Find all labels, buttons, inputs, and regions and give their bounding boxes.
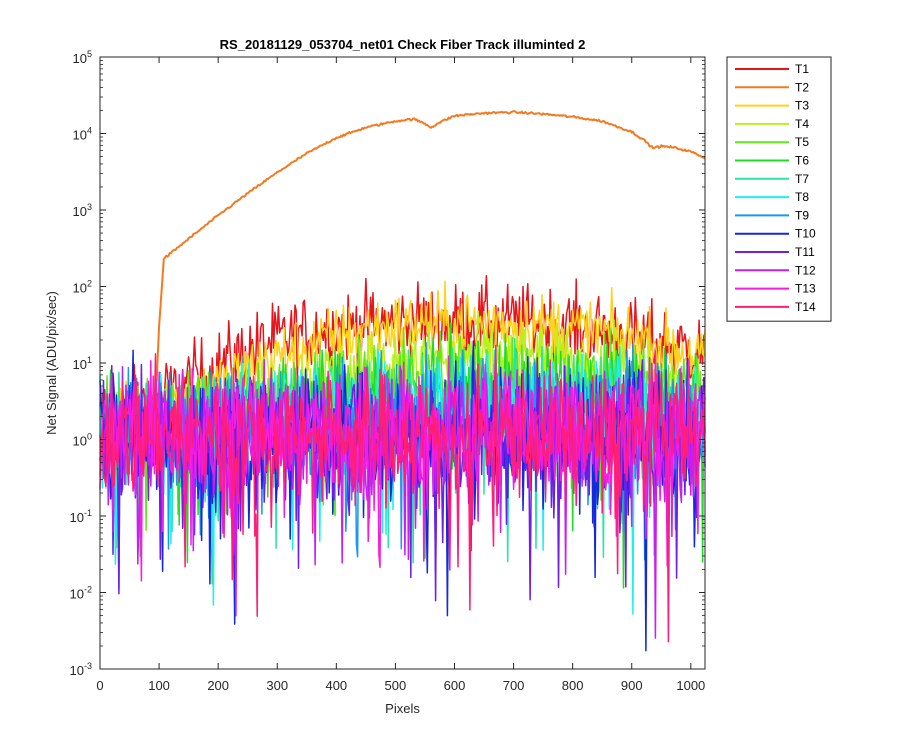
legend-label: T2 bbox=[795, 80, 809, 94]
x-tick-label: 700 bbox=[503, 678, 525, 693]
y-tick-base: 10 bbox=[70, 510, 84, 525]
series-line-t2 bbox=[99, 110, 706, 411]
legend-label: T7 bbox=[795, 172, 809, 186]
y-tick-base: 10 bbox=[73, 357, 87, 372]
legend-label: T4 bbox=[795, 117, 809, 131]
y-tick-exponent: 3 bbox=[87, 202, 92, 212]
x-tick-label: 900 bbox=[621, 678, 643, 693]
y-tick-label: 101 bbox=[73, 355, 92, 372]
y-tick-base: 10 bbox=[73, 51, 87, 66]
legend-label: T3 bbox=[795, 99, 809, 113]
legend-label: T11 bbox=[795, 245, 815, 259]
series-line-t1 bbox=[99, 274, 706, 453]
x-tick-label: 1000 bbox=[676, 678, 705, 693]
y-tick-label: 105 bbox=[73, 49, 92, 66]
legend-label: T12 bbox=[795, 263, 816, 277]
series-layer bbox=[99, 110, 706, 652]
legend-label: T5 bbox=[795, 135, 809, 149]
x-tick-label: 200 bbox=[207, 678, 229, 693]
y-tick-exponent: 0 bbox=[87, 432, 92, 442]
y-tick-exponent: 1 bbox=[87, 355, 92, 365]
x-tick-label: 500 bbox=[385, 678, 407, 693]
legend-label: T13 bbox=[795, 282, 816, 296]
y-tick-base: 10 bbox=[70, 663, 84, 678]
x-tick-label: 600 bbox=[444, 678, 466, 693]
series-line-t14 bbox=[99, 344, 706, 643]
x-tick-label: 0 bbox=[96, 678, 103, 693]
y-tick-exponent: -2 bbox=[84, 585, 92, 595]
y-tick-base: 10 bbox=[73, 204, 87, 219]
y-tick-label: 10-3 bbox=[70, 661, 92, 678]
series-line-t12 bbox=[99, 359, 706, 639]
y-tick-label: 10-2 bbox=[70, 585, 92, 602]
y-tick-label: 102 bbox=[73, 279, 92, 296]
y-tick-exponent: 5 bbox=[87, 49, 92, 59]
axis-ticks: 0 100 200 300 400 500 600 700 800 900 100010-310-2… bbox=[70, 49, 706, 693]
legend-label: T1 bbox=[795, 62, 809, 76]
plot-area bbox=[99, 56, 706, 670]
y-tick-base: 10 bbox=[70, 587, 84, 602]
x-tick-label: 300 bbox=[266, 678, 288, 693]
y-tick-base: 10 bbox=[73, 434, 87, 449]
x-axis-label: Pixels bbox=[385, 701, 420, 716]
y-axis-label: Net Signal (ADU/pix/sec) bbox=[44, 291, 59, 435]
legend-label: T9 bbox=[795, 208, 809, 222]
x-tick-label: 800 bbox=[562, 678, 584, 693]
y-tick-exponent: -1 bbox=[84, 508, 92, 518]
y-tick-label: 100 bbox=[73, 432, 92, 449]
legend-label: T6 bbox=[795, 154, 809, 168]
y-tick-base: 10 bbox=[73, 128, 87, 143]
legend-label: T14 bbox=[795, 300, 816, 314]
chart-title: RS_20181129_053704_net01 Check Fiber Tra… bbox=[220, 37, 586, 52]
y-tick-exponent: 4 bbox=[87, 126, 92, 136]
legend-label: T8 bbox=[795, 190, 809, 204]
legend: T1 T2 T3 T4 T5 T6 T7 T8 T9 T10 T11 T12 T13 T14 bbox=[726, 56, 832, 322]
y-tick-exponent: -3 bbox=[84, 661, 92, 671]
x-tick-label: 400 bbox=[325, 678, 347, 693]
legend-label: T10 bbox=[795, 227, 816, 241]
y-tick-label: 104 bbox=[73, 126, 92, 143]
y-tick-label: 10-1 bbox=[70, 508, 92, 525]
y-tick-base: 10 bbox=[73, 281, 87, 296]
x-tick-label: 100 bbox=[148, 678, 170, 693]
y-tick-exponent: 2 bbox=[87, 279, 92, 289]
legend-box bbox=[726, 56, 832, 322]
y-tick-label: 103 bbox=[73, 202, 92, 219]
